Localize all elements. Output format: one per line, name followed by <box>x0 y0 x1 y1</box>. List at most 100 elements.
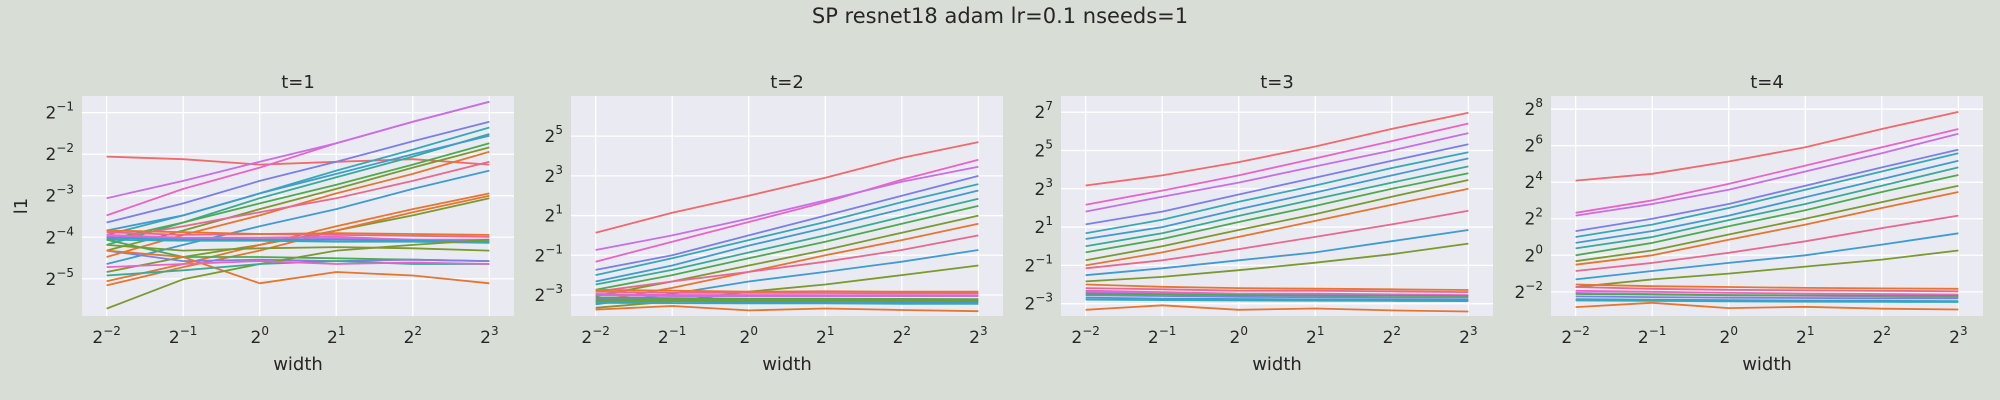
y-tick-label: 28 <box>1525 96 1543 120</box>
series-line <box>595 296 979 301</box>
series-line <box>106 238 490 310</box>
series-line <box>595 300 979 304</box>
series-line <box>106 134 490 232</box>
series-line <box>1085 111 1469 187</box>
series-line <box>1575 214 1959 272</box>
y-tick-label: 27 <box>1035 99 1053 123</box>
x-tick-label: 23 <box>1949 324 1967 348</box>
x-tick-label: 23 <box>480 324 498 348</box>
x-tick-label: 20 <box>1719 324 1737 348</box>
y-tick-label: 2−1 <box>534 242 563 266</box>
series-line <box>106 192 490 283</box>
series-line <box>106 260 490 268</box>
x-tick-label: 21 <box>1306 324 1324 348</box>
series-line <box>106 236 490 243</box>
series-line <box>106 142 490 241</box>
x-tick-label: 2−2 <box>581 324 610 348</box>
x-tick-label: 20 <box>250 324 268 348</box>
series-line <box>1085 122 1469 206</box>
y-tick-label: 20 <box>1525 242 1543 266</box>
series-line <box>1085 304 1469 313</box>
y-tick-label: 2−1 <box>1024 252 1053 276</box>
x-axis-label: width <box>762 354 812 375</box>
series-line <box>1085 179 1469 262</box>
series-line <box>595 299 979 302</box>
x-tick-label: 20 <box>1229 324 1247 348</box>
series-line <box>595 205 979 291</box>
series-line <box>1575 148 1959 232</box>
series-line <box>1575 299 1959 303</box>
series-line <box>106 169 490 265</box>
series-line <box>1575 293 1959 297</box>
x-axis-label: width <box>273 354 323 375</box>
x-tick-label: 2−2 <box>92 324 121 348</box>
y-tick-label: 2−3 <box>534 282 563 306</box>
series-line <box>595 183 979 276</box>
series-line <box>106 249 490 285</box>
plot-area <box>571 96 1003 316</box>
series-line <box>106 120 490 224</box>
x-tick-label: 2−1 <box>1148 324 1177 348</box>
series-line <box>1085 165 1469 248</box>
series-line <box>595 301 979 305</box>
series-line <box>595 288 979 293</box>
plot-area <box>1061 96 1493 316</box>
series-line <box>1085 294 1469 299</box>
subplot-2: 2−2 2−1 20 21 22 23 2−3 2−1 21 23 25 t=2 width <box>534 72 1003 375</box>
series-line <box>595 234 979 293</box>
y-axis-label: l1 <box>11 198 32 214</box>
subplot-1: 2−2 2−1 20 21 22 23 2−5 2−4 2−3 2−2 2−1 t=1 width l1 <box>11 72 514 375</box>
x-tick-label: 23 <box>1459 324 1477 348</box>
series-line <box>1575 191 1959 266</box>
y-tick-label: 2−2 <box>1514 279 1543 303</box>
y-tick-label: 26 <box>1525 133 1543 157</box>
y-tick-label: 22 <box>1525 206 1543 230</box>
x-tick-label: 22 <box>1873 324 1891 348</box>
series-line <box>1575 249 1959 288</box>
series-line <box>1085 187 1469 267</box>
y-tick-label: 2−1 <box>45 100 74 124</box>
x-tick-label: 2−2 <box>1561 324 1590 348</box>
series-line <box>1575 295 1959 300</box>
series-line <box>1575 286 1959 293</box>
subplot-title: t=1 <box>281 72 315 93</box>
series-line <box>595 165 979 251</box>
y-tick-label: 24 <box>1525 169 1543 193</box>
series-line <box>1575 128 1959 214</box>
series-line <box>1085 287 1469 293</box>
x-tick-label: 23 <box>969 324 987 348</box>
y-tick-label: 2−5 <box>45 266 74 290</box>
x-tick-label: 2−1 <box>1638 324 1667 348</box>
series-line <box>1575 184 1959 263</box>
y-tick-label: 25 <box>1035 137 1053 161</box>
y-tick-label: 21 <box>1035 214 1053 238</box>
series-line <box>595 305 979 313</box>
series-line <box>595 189 979 283</box>
subplot-title: t=2 <box>770 72 804 93</box>
series-line <box>1575 152 1959 238</box>
subplot-4: 2−2 2−1 20 21 22 23 2−2 20 22 24 26 28 t=4 width <box>1514 72 1983 375</box>
x-tick-label: 22 <box>1383 324 1401 348</box>
x-tick-label: 2−1 <box>169 324 198 348</box>
series-line <box>595 141 979 234</box>
x-tick-label: 2−2 <box>1071 324 1100 348</box>
series-line <box>1085 242 1469 283</box>
series-line <box>1085 143 1469 226</box>
y-tick-label: 21 <box>545 203 563 227</box>
series-line <box>1575 298 1959 302</box>
x-tick-label: 21 <box>816 324 834 348</box>
series-line <box>1085 172 1469 254</box>
series-line <box>1085 298 1469 303</box>
series-line <box>106 155 490 166</box>
x-axis-label: width <box>1742 354 1792 375</box>
y-tick-label: 23 <box>1035 176 1053 200</box>
series-line <box>1575 232 1959 281</box>
series-line <box>106 244 490 252</box>
series-line <box>595 158 979 263</box>
series-line <box>1575 301 1959 311</box>
series-line <box>106 249 490 263</box>
x-tick-label: 20 <box>739 324 757 348</box>
x-tick-label: 22 <box>404 324 422 348</box>
x-tick-label: 21 <box>1796 324 1814 348</box>
series-line <box>1575 283 1959 290</box>
